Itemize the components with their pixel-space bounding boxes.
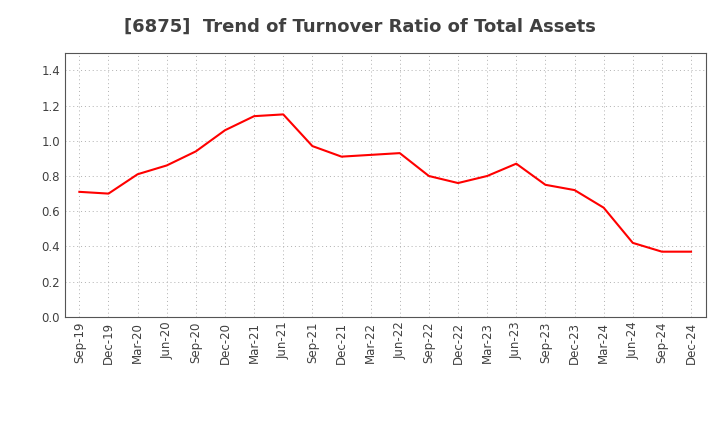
Text: [6875]  Trend of Turnover Ratio of Total Assets: [6875] Trend of Turnover Ratio of Total … [124, 18, 596, 36]
